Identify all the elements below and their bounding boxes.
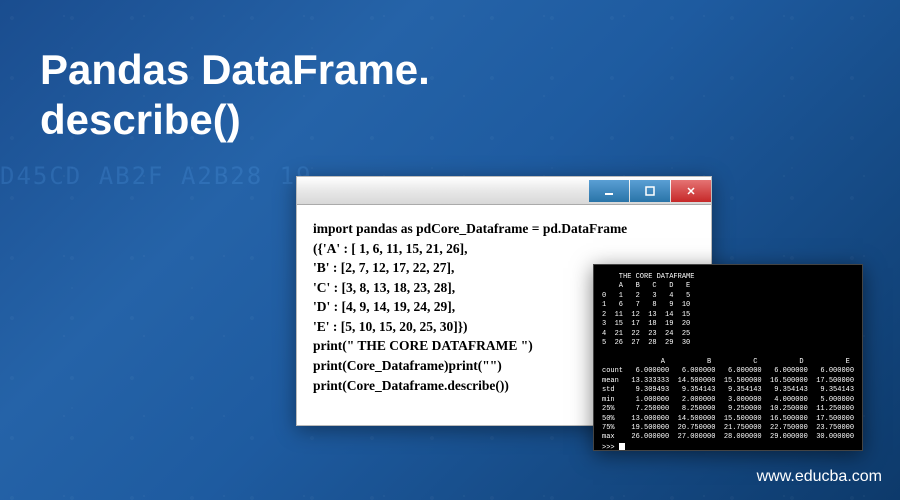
- terminal-line: 0 1 2 3 4 5: [602, 292, 690, 300]
- terminal-prompt: >>>: [602, 444, 619, 451]
- minimize-button[interactable]: [589, 180, 629, 202]
- terminal-line: mean 13.333333 14.500000 15.500000 16.50…: [602, 377, 854, 385]
- terminal-line: max 26.000000 27.000000 28.000000 29.000…: [602, 433, 854, 441]
- terminal-line: 2 11 12 13 14 15: [602, 311, 690, 319]
- terminal-window: THE CORE DATAFRAME A B C D E 0 1 2 3 4 5…: [593, 264, 863, 451]
- close-button[interactable]: [671, 180, 711, 202]
- terminal-line: min 1.000000 2.000000 3.000000 4.000000 …: [602, 396, 854, 404]
- watermark-text: www.educba.com: [757, 468, 882, 486]
- terminal-line: 75% 19.500000 20.750000 21.750000 22.750…: [602, 424, 854, 432]
- terminal-line: 4 21 22 23 24 25: [602, 330, 690, 338]
- close-icon: [686, 186, 696, 196]
- maximize-button[interactable]: [630, 180, 670, 202]
- cursor-icon: [619, 443, 625, 451]
- terminal-line: A B C D E: [602, 358, 850, 366]
- terminal-line: 5 26 27 28 29 30: [602, 339, 690, 347]
- terminal-line: 3 15 17 18 19 20: [602, 320, 690, 328]
- code-line: ({'A' : [ 1, 6, 11, 15, 21, 26],: [313, 239, 695, 259]
- terminal-line: std 9.309493 9.354143 9.354143 9.354143 …: [602, 386, 854, 394]
- window-titlebar: [297, 177, 711, 205]
- terminal-line: 1 6 7 8 9 10: [602, 301, 690, 309]
- terminal-line: count 6.000000 6.000000 6.000000 6.00000…: [602, 367, 854, 375]
- page-title: Pandas DataFrame. describe(): [40, 45, 430, 146]
- terminal-line: 50% 13.000000 14.500000 15.500000 16.500…: [602, 415, 854, 423]
- maximize-icon: [645, 186, 655, 196]
- background-hex-text: D45CD AB2F A2B28 19: [0, 160, 313, 194]
- title-line-1: Pandas DataFrame.: [40, 45, 430, 95]
- terminal-line: 25% 7.250000 8.250000 9.250000 10.250000…: [602, 405, 854, 413]
- minimize-icon: [604, 186, 614, 196]
- code-line: import pandas as pdCore_Dataframe = pd.D…: [313, 219, 695, 239]
- title-line-2: describe(): [40, 95, 430, 145]
- terminal-line: THE CORE DATAFRAME: [602, 273, 694, 281]
- terminal-line: A B C D E: [602, 282, 690, 290]
